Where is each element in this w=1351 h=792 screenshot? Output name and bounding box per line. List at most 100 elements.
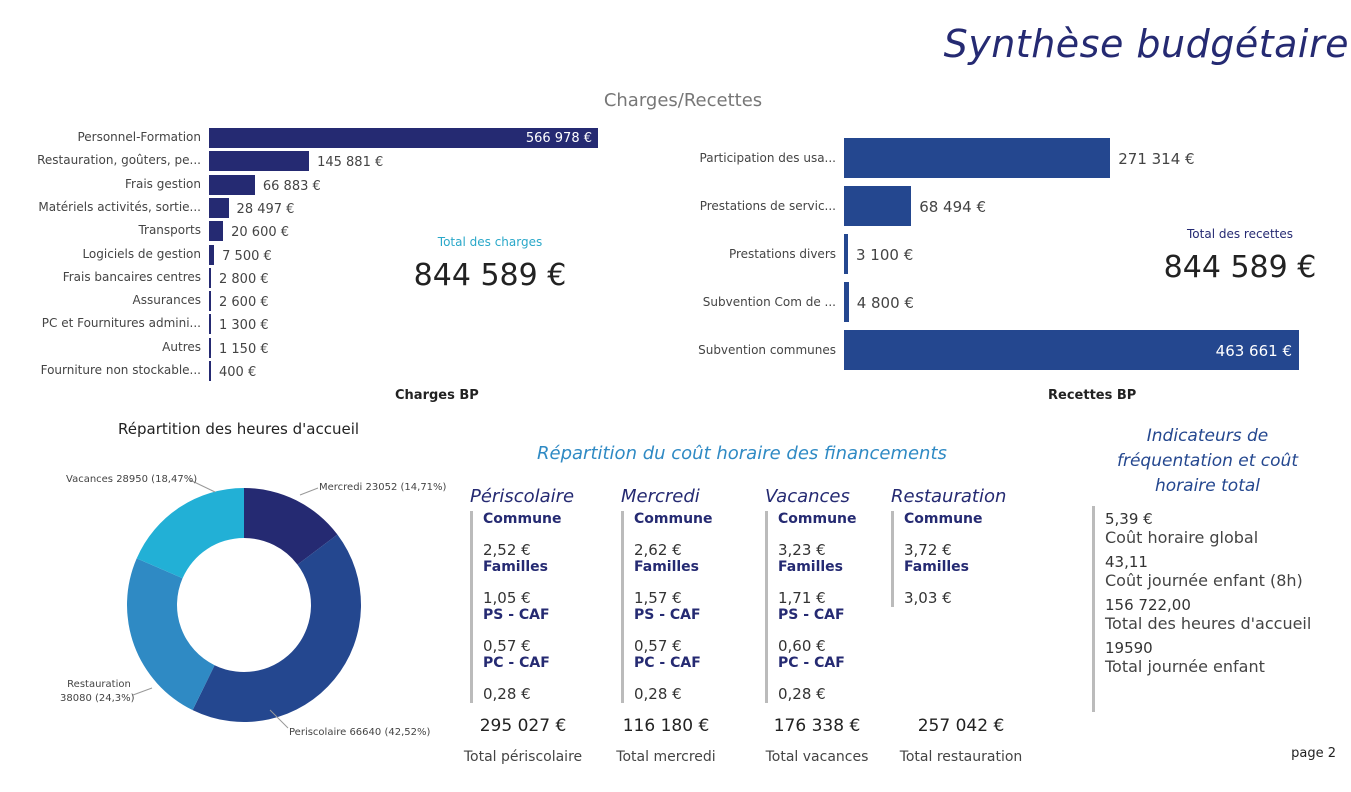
bar-label: Subvention Com de ... xyxy=(702,295,836,309)
data-label: 28 497 € xyxy=(236,201,295,217)
bar xyxy=(844,330,1299,370)
donut-slice-periscolaire xyxy=(192,534,362,722)
page-title: Synthèse budgétaire xyxy=(943,22,1349,66)
leader-line xyxy=(269,709,289,729)
financing-column-0: Périscolaire Commune 2,52 € Familles 1,05 € P… xyxy=(470,486,574,703)
cost-value: 0,57 € xyxy=(634,637,682,655)
page-number: page 2 xyxy=(1291,746,1336,761)
bar-label: Prestations divers xyxy=(728,247,836,261)
bar xyxy=(209,337,211,358)
bar-label: PC et Fournitures admini... xyxy=(41,316,201,331)
data-label: 271 314 € xyxy=(1118,150,1195,168)
bar xyxy=(209,151,310,172)
donut-chart xyxy=(127,479,362,729)
cost-value: 2,52 € xyxy=(483,541,531,559)
bar-label: Matériels activités, sortie... xyxy=(38,199,201,214)
recettes-total-label: Total des recettes xyxy=(1187,227,1293,241)
indicator-value: 19590 xyxy=(1105,639,1153,657)
donut-slice-mercredi xyxy=(244,488,338,565)
bar xyxy=(844,138,1111,178)
funder-label: PC - CAF xyxy=(778,655,845,671)
charges-total-value: 844 589 € xyxy=(413,258,567,293)
column-total-label: Total restauration xyxy=(899,749,1023,765)
bar-label: Assurances xyxy=(132,293,201,308)
bar xyxy=(209,221,224,242)
indicator-value: 5,39 € xyxy=(1105,510,1153,528)
funder-label: PS - CAF xyxy=(483,607,550,623)
data-label: 400 € xyxy=(219,365,257,380)
column-total: 176 338 € xyxy=(773,716,861,736)
leader-line xyxy=(132,687,153,696)
donut-title: Répartition des heures d'accueil xyxy=(118,420,360,438)
bar xyxy=(844,234,848,274)
bar-label: Transports xyxy=(138,223,201,238)
charges-axis-title: Charges BP xyxy=(395,388,479,403)
bar-label: Logiciels de gestion xyxy=(82,246,201,261)
column-total-label: Total vacances xyxy=(765,749,869,765)
bar xyxy=(209,244,215,265)
cost-value: 3,03 € xyxy=(904,589,952,607)
cost-value: 3,72 € xyxy=(904,541,952,559)
indicators-list: 5,39 € Coût horaire global 43,11 Coût journ… xyxy=(1092,506,1311,712)
cost-value: 0,28 € xyxy=(778,685,826,703)
bar xyxy=(209,291,211,312)
section-title: Charges/Recettes xyxy=(603,90,763,111)
indicator-label: Total des heures d'accueil xyxy=(1105,614,1312,633)
bar-label: Prestations de servic... xyxy=(699,199,836,213)
bar xyxy=(209,174,255,195)
donut-slice-restauration xyxy=(127,558,215,711)
data-label: 145 881 € xyxy=(317,155,384,171)
column-title: Mercredi xyxy=(621,486,700,507)
data-label: 7 500 € xyxy=(222,248,272,264)
funder-label: PS - CAF xyxy=(634,607,701,623)
bar xyxy=(844,282,849,322)
data-label: 2 800 € xyxy=(219,271,269,287)
cost-value: 3,23 € xyxy=(778,541,826,559)
bar-label: Personnel-Formation xyxy=(77,130,201,144)
charges-total-label: Total des charges xyxy=(437,235,543,249)
breakdown-list: Commune 3,72 € Familles 3,03 € xyxy=(891,511,1006,607)
column-total-label: Total mercredi xyxy=(616,749,716,765)
column-title: Restauration xyxy=(891,486,1007,507)
donut-slice-vacances xyxy=(136,488,244,579)
data-label: 1 300 € xyxy=(219,318,269,334)
breakdown-list: Commune 2,62 € Familles 1,57 € PS - CAF 0,57 … xyxy=(621,511,713,703)
financing-column-3: Restauration Commune 3,72 € Familles 3,03 € xyxy=(891,486,1006,607)
data-label: 1 150 € xyxy=(219,341,269,357)
data-label: 4 800 € xyxy=(856,294,914,312)
funder-label: PC - CAF xyxy=(483,655,550,671)
label-mercredi: Mercredi 23052 (14,71%) xyxy=(319,482,447,493)
label-restauration-value: 38080 (24,3%) xyxy=(60,693,135,704)
funder-label: PC - CAF xyxy=(634,655,701,671)
column-total: 295 027 € xyxy=(479,716,567,736)
funder-label: PS - CAF xyxy=(778,607,845,623)
cost-value: 0,28 € xyxy=(634,685,682,703)
bar-label: Participation des usa... xyxy=(699,151,836,165)
label-restauration: Restauration xyxy=(67,679,131,690)
cost-value: 1,71 € xyxy=(778,589,826,607)
leader-line xyxy=(189,479,216,493)
funder-label: Familles xyxy=(634,559,700,575)
label-periscolaire: Periscolaire 66640 (42,52%) xyxy=(289,727,431,738)
indicator-label: Coût journée enfant (8h) xyxy=(1105,571,1303,590)
column-total: 257 042 € xyxy=(917,716,1005,736)
cost-value: 1,57 € xyxy=(634,589,682,607)
bar xyxy=(209,314,211,335)
funder-label: Commune xyxy=(483,511,562,527)
funder-label: Commune xyxy=(634,511,713,527)
data-label: 66 883 € xyxy=(262,178,321,194)
column-title: Vacances xyxy=(765,486,850,507)
data-label: 2 600 € xyxy=(219,295,269,311)
indicator-label: Total journée enfant xyxy=(1105,657,1265,676)
indicator-value: 156 722,00 xyxy=(1105,596,1191,614)
funder-label: Familles xyxy=(483,559,549,575)
indicator-value: 43,11 xyxy=(1105,553,1148,571)
label-vacances: Vacances 28950 (18,47%) xyxy=(66,474,198,485)
indicators-title: Indicateurs de fréquentation et coût hor… xyxy=(1117,426,1298,496)
breakdown-list: Commune 3,23 € Familles 1,71 € PS - CAF 0,60 … xyxy=(765,511,857,703)
column-total: 116 180 € xyxy=(622,716,710,736)
data-label: 3 100 € xyxy=(856,246,914,264)
data-label: 68 494 € xyxy=(919,198,986,216)
cost-value: 0,28 € xyxy=(483,685,531,703)
financing-title: Répartition du coût horaire des financem… xyxy=(537,443,947,464)
